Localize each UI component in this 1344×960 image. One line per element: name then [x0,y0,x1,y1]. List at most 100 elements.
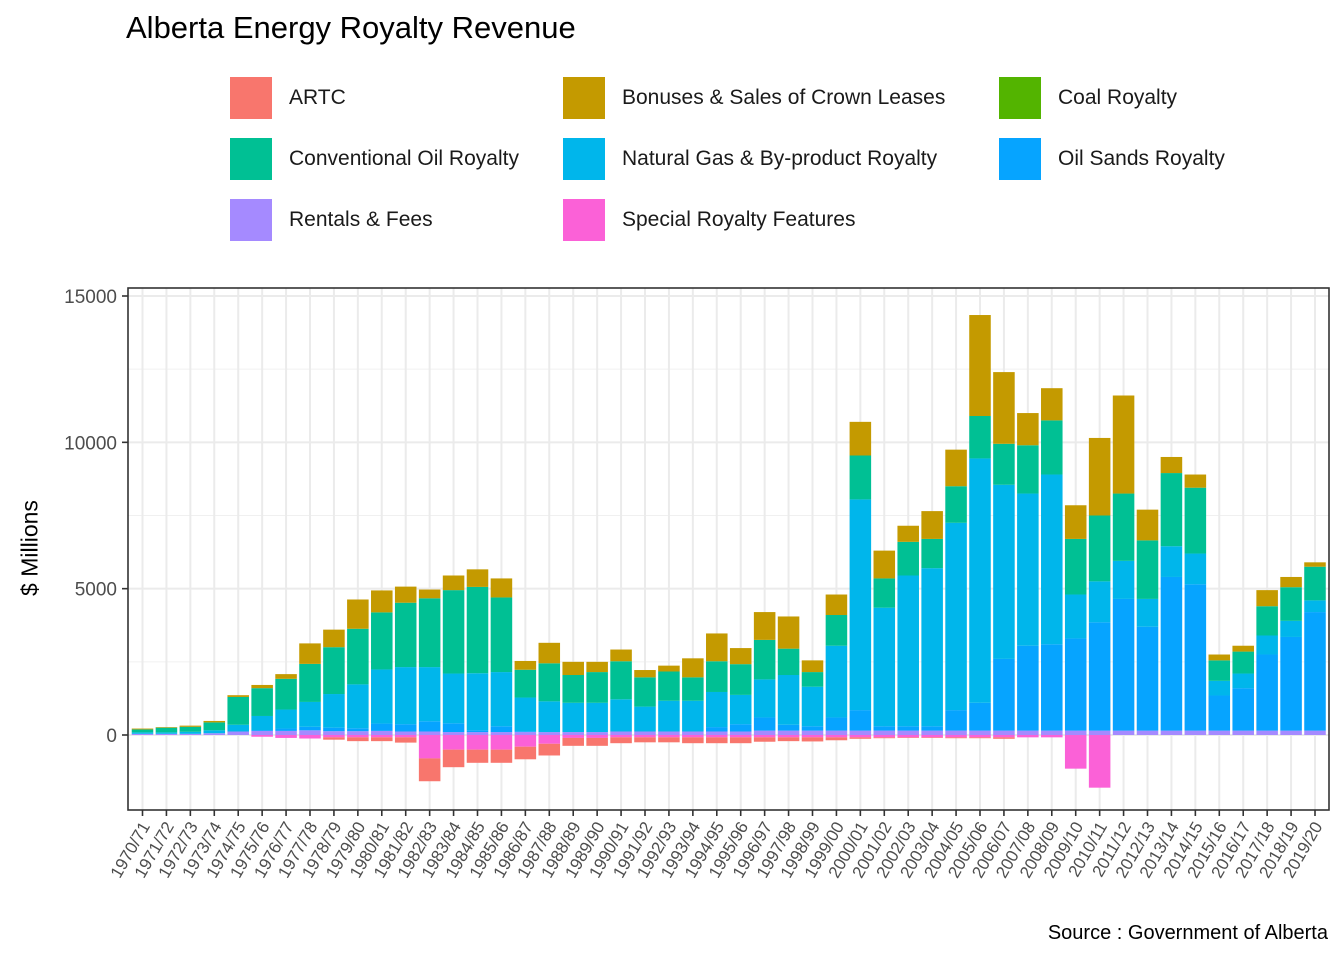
bar-segment [682,731,704,735]
bar-segment [131,733,154,735]
bar-segment [849,710,872,731]
bar-segment [371,669,393,724]
bar-segment [275,709,297,729]
bar-segment [1208,695,1231,731]
bar-segment [610,699,632,732]
bar-segment [562,661,584,676]
bar-segment [394,735,417,738]
bar-segment [538,701,561,733]
bar-segment [658,700,680,732]
bar-segment [323,737,345,740]
bar-segment [945,449,967,487]
bar-segment [825,594,848,616]
bar-segment [1280,620,1302,637]
legend-item-coal: Coal Royalty [999,76,1177,120]
bar-segment [873,726,896,731]
bar-segment [179,733,202,735]
bar-segment [1041,735,1063,738]
legend-item-conventional-oil: Conventional Oil Royalty [230,137,519,181]
bar-segment [753,737,776,742]
bar-segment [275,730,297,735]
bar-segment [1017,735,1039,738]
bar-segment [729,664,752,695]
bar-segment [993,735,1015,738]
y-tick-label: 15000 [64,287,117,308]
bar-segment [155,727,178,733]
legend-item-rentals: Rentals & Fees [230,198,433,242]
y-tick-label: 5000 [75,580,117,601]
legend-swatch-rentals [230,199,272,241]
bar-segment [1208,660,1231,681]
bar-segment [1017,413,1039,446]
bar-segment [897,575,919,727]
bar-segment [1064,735,1087,769]
bar-segment [251,688,273,716]
bar-segment [155,732,178,734]
bar-segment [347,731,369,735]
bar-segment [1160,546,1183,577]
bar-segment [825,717,848,731]
legend-label-bonuses: Bonuses & Sales of Crown Leases [622,86,946,109]
bar-segment [227,695,249,697]
legend-item-natural-gas: Natural Gas & By-product Royalty [563,137,937,181]
legend-swatch-bonuses [563,77,605,119]
y-tick-label: 10000 [64,433,117,454]
legend-item-oil-sands: Oil Sands Royalty [999,137,1225,181]
bar-segment [825,645,848,718]
bar-segment [801,726,824,731]
bar-segment [945,486,967,523]
bar-segment [706,727,728,732]
bar-segment [514,732,537,735]
bar-segment [490,597,513,673]
bar-segment [753,735,776,738]
bar-segment [706,691,728,728]
bar-segment [418,721,441,732]
bar-segment [729,648,752,665]
bar-segment [682,735,704,738]
bar-segment [1112,598,1135,731]
bar-segment [969,702,991,731]
bar-segment [801,660,824,673]
bar-segment [275,728,297,731]
bar-segment [418,598,441,668]
bar-segment [897,525,919,542]
bar-segment [849,730,872,735]
bar-segment [418,589,441,599]
bar-segment [897,735,919,738]
bar-segment [849,455,872,500]
bar-segment [945,710,967,731]
bar-segment [179,731,202,734]
bar-segment [418,758,441,782]
bar-segment [562,702,584,733]
bar-segment [1232,673,1254,689]
bar-segment [1184,474,1207,488]
bar-segment [442,673,465,724]
bar-segment [1088,437,1111,516]
bar-segment [969,315,991,416]
bar-segment [777,730,800,735]
bar-segment [323,629,345,648]
bar-segment [251,684,273,689]
bar-segment [1184,487,1207,554]
bar-segment [825,737,848,741]
bar-segment [562,735,584,738]
bar-segment [442,735,465,750]
bar-segment [993,658,1015,731]
bar-segment [466,673,489,731]
bar-segment [1160,576,1183,731]
chart-title: Alberta Energy Royalty Revenue [126,10,576,45]
legend-label-natural-gas: Natural Gas & By-product Royalty [622,147,938,170]
bar-segment [131,729,154,733]
bar-segment [1304,600,1326,613]
bar-segment [1256,654,1278,731]
bar-segment [658,671,680,701]
bar-segment [634,731,656,735]
bar-segment [586,735,608,738]
bar-segment [323,727,345,732]
bar-segment [777,616,800,649]
bar-segment [1041,388,1063,421]
bar-segment [706,661,728,692]
bar-segment [131,732,154,734]
bar-segment [490,726,513,733]
bar-segment [873,737,896,739]
